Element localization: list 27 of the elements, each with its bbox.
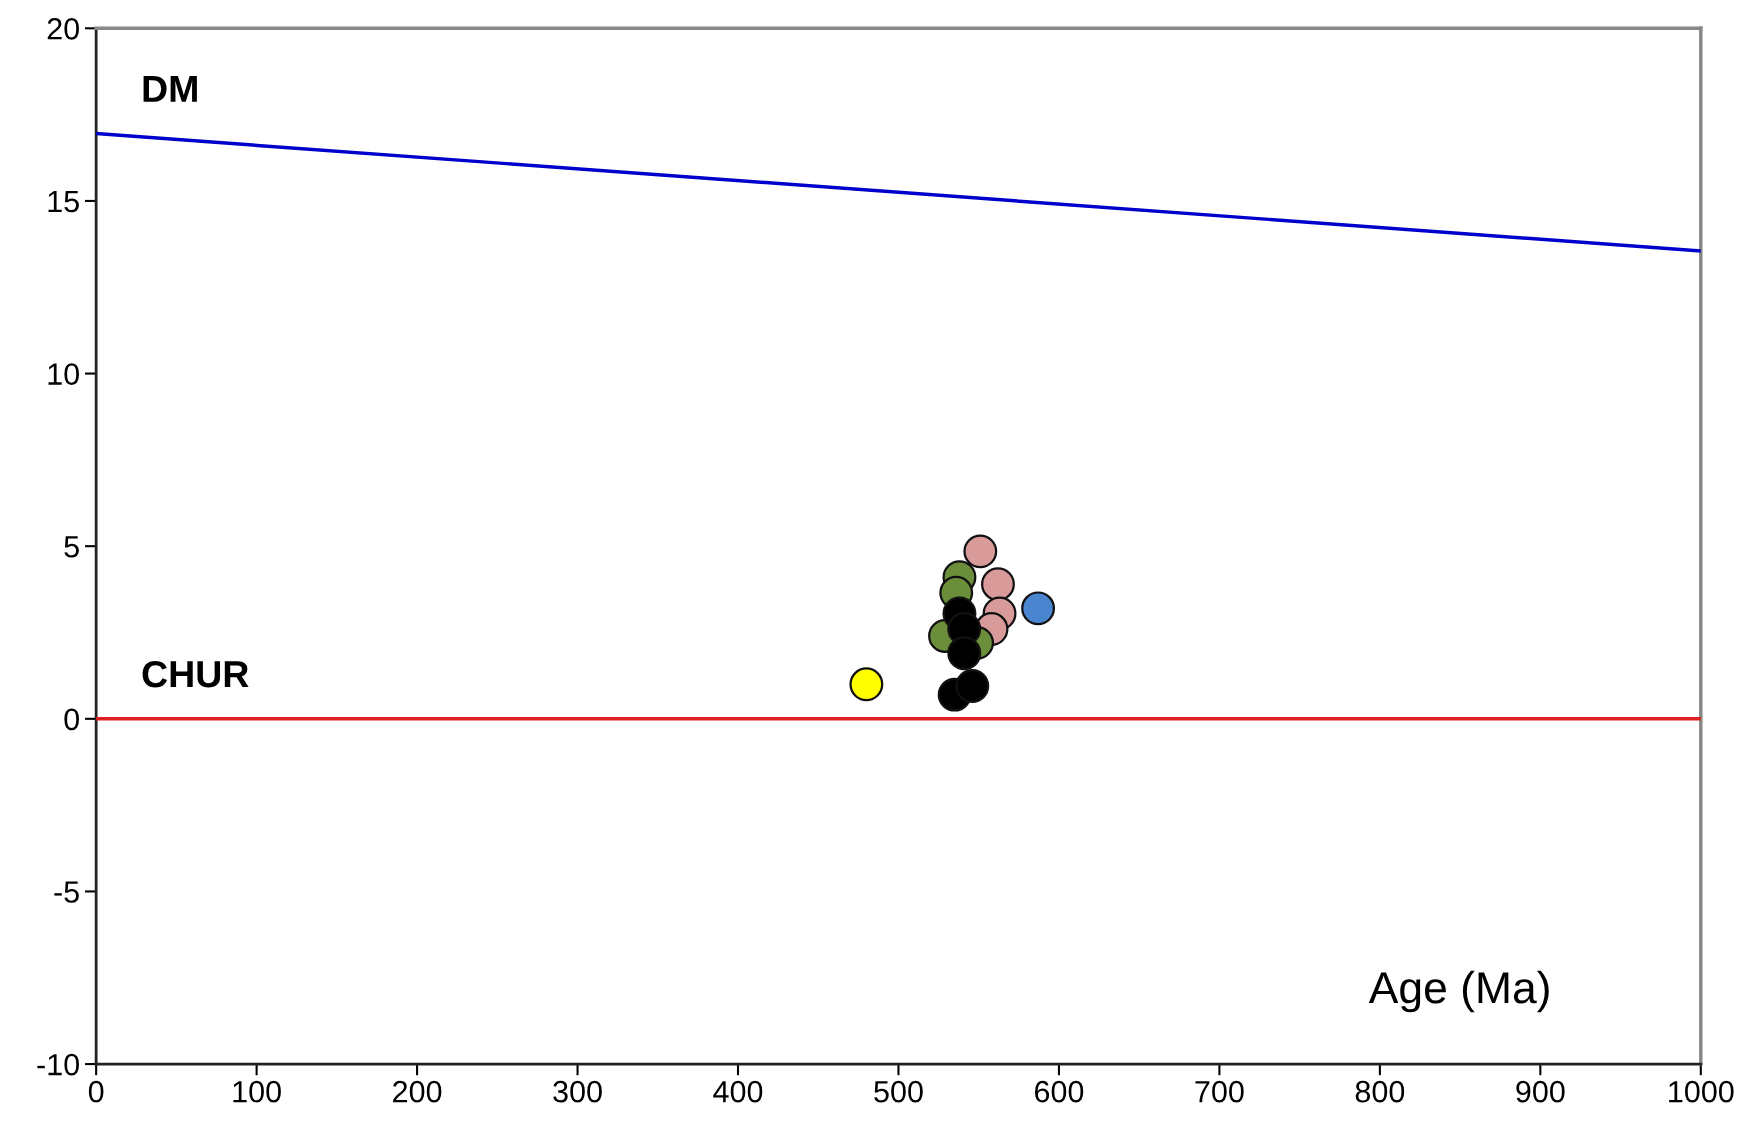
- point: [1021, 591, 1056, 626]
- x-tick-label: 800: [1355, 1080, 1405, 1103]
- x-tick-label: 100: [233, 1080, 281, 1103]
- point: [849, 667, 884, 702]
- x-tick-label: 400: [713, 1080, 763, 1103]
- x-axis-title: Age (Ma): [1368, 970, 1549, 1013]
- x-tick-label: 200: [393, 1080, 442, 1103]
- y-tick-label: 20: [47, 18, 79, 40]
- x-tick-label: 600: [1035, 1080, 1084, 1103]
- x-tick-label: 300: [553, 1080, 602, 1103]
- x-tick-label: 0: [88, 1080, 104, 1103]
- series-label: DM: [143, 76, 197, 102]
- x-tick-label: 900: [1516, 1080, 1565, 1103]
- x-tick-label: 700: [1195, 1080, 1244, 1103]
- y-tick-label: 5: [64, 536, 79, 558]
- point: [955, 669, 990, 703]
- series-label: CHUR: [142, 660, 249, 688]
- y-tick-label: -10: [37, 1053, 79, 1076]
- point: [981, 567, 1015, 602]
- x-tick-label: 1000: [1669, 1080, 1734, 1103]
- y-tick-label: 0: [64, 708, 79, 731]
- y-tick-label: 10: [48, 363, 79, 385]
- y-tick-label: 15: [48, 190, 79, 213]
- point: [947, 636, 982, 671]
- x-tick-label: 500: [874, 1080, 923, 1103]
- point: [963, 534, 998, 569]
- y-tick-label: -5: [54, 881, 79, 903]
